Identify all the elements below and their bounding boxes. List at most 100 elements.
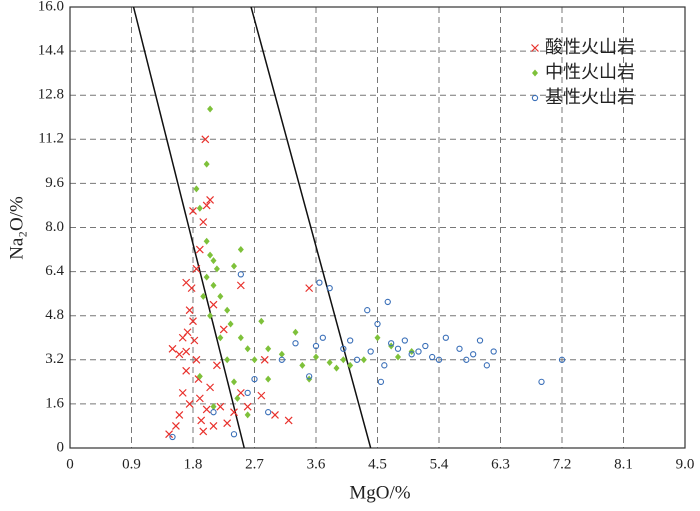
- point: [168, 344, 177, 353]
- y-tick-label: 1.6: [45, 395, 64, 411]
- point: [192, 264, 201, 273]
- point: [216, 402, 225, 411]
- point: [326, 359, 333, 367]
- point: [199, 218, 208, 226]
- point: [231, 262, 237, 270]
- point: [305, 284, 314, 293]
- point: [265, 375, 272, 383]
- x-tick-label: 5.4: [430, 456, 449, 472]
- point: [326, 284, 333, 292]
- point: [178, 333, 187, 342]
- point: [182, 347, 191, 356]
- point: [217, 334, 224, 342]
- point: [209, 300, 218, 309]
- point: [206, 196, 215, 204]
- point: [223, 419, 232, 428]
- legend-marker: [532, 69, 538, 77]
- point: [384, 298, 391, 306]
- point: [381, 362, 388, 369]
- point: [201, 135, 210, 144]
- boundary-line: [132, 7, 245, 448]
- legend-marker: [531, 44, 539, 52]
- point: [237, 246, 244, 254]
- point: [470, 351, 477, 358]
- point: [388, 340, 395, 347]
- point: [415, 348, 422, 355]
- boundary-line: [250, 7, 372, 448]
- point: [207, 251, 214, 259]
- point: [408, 351, 415, 358]
- point: [189, 207, 197, 215]
- point: [210, 281, 217, 289]
- x-axis-label: MgO/%: [349, 482, 410, 503]
- point: [199, 427, 208, 436]
- point: [175, 350, 184, 359]
- point: [278, 356, 285, 363]
- point: [195, 394, 204, 403]
- point: [175, 411, 184, 419]
- point: [319, 334, 326, 341]
- point: [374, 334, 381, 342]
- point: [185, 399, 194, 408]
- y-tick-label: 4.8: [45, 307, 64, 323]
- point: [313, 353, 319, 361]
- point: [237, 271, 244, 278]
- point: [360, 356, 367, 364]
- point: [347, 361, 354, 369]
- point: [195, 245, 204, 254]
- point: [231, 378, 237, 386]
- point: [251, 375, 258, 383]
- point: [202, 405, 211, 414]
- x-tick-label: 3.6: [307, 456, 326, 472]
- point: [374, 320, 381, 328]
- point: [347, 337, 354, 344]
- point: [292, 328, 299, 336]
- point: [463, 356, 470, 363]
- point: [251, 356, 258, 364]
- point: [224, 306, 231, 314]
- point: [192, 355, 201, 364]
- point: [257, 391, 266, 400]
- point: [265, 409, 272, 416]
- point: [185, 306, 194, 315]
- point: [210, 257, 217, 265]
- point: [171, 422, 180, 430]
- point: [210, 403, 217, 411]
- point: [217, 292, 224, 300]
- x-tick-label: 2.7: [245, 456, 264, 472]
- y-tick-label: 12.8: [38, 87, 64, 103]
- point: [182, 278, 191, 287]
- point: [401, 337, 408, 344]
- y-axis-label: Na₂O/%: [6, 196, 27, 260]
- point: [316, 279, 323, 286]
- point: [258, 317, 265, 325]
- point: [271, 411, 279, 419]
- point: [212, 361, 221, 370]
- point: [224, 356, 231, 364]
- point: [207, 312, 214, 320]
- y-tick-label: 11.2: [38, 131, 64, 147]
- point: [169, 433, 176, 441]
- point: [196, 372, 203, 380]
- point: [456, 345, 463, 352]
- point: [435, 356, 443, 363]
- y-tick-label: 8.0: [45, 219, 64, 235]
- point: [353, 356, 361, 363]
- y-tick-label: 16.0: [38, 0, 64, 14]
- point: [196, 204, 203, 212]
- point: [306, 373, 313, 380]
- point: [394, 345, 402, 352]
- point: [165, 430, 174, 439]
- point: [203, 273, 210, 281]
- legend-label: 酸性火山岩: [545, 37, 635, 58]
- point: [189, 317, 197, 326]
- x-tick-label: 6.3: [491, 456, 510, 472]
- point: [236, 388, 245, 397]
- point: [284, 416, 293, 425]
- point: [219, 325, 228, 334]
- x-tick-label: 0.9: [122, 456, 141, 472]
- point: [203, 237, 210, 245]
- x-tick-label: 7.2: [553, 456, 572, 472]
- x-tick-label: 1.8: [184, 456, 203, 472]
